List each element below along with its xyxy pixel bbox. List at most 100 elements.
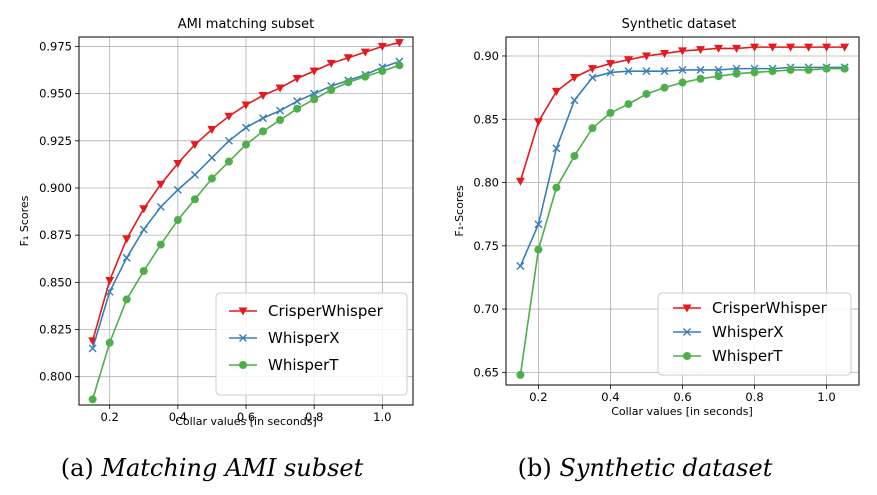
point-whispert bbox=[606, 108, 615, 117]
point-whisperx bbox=[276, 106, 285, 115]
point-whispert bbox=[173, 216, 182, 225]
xlabel-ami: Collar values [in seconds] bbox=[175, 415, 317, 428]
point-whispert bbox=[786, 65, 795, 74]
point-crisperwhisper bbox=[605, 60, 615, 69]
point-crisperwhisper bbox=[377, 42, 387, 51]
xlabel-synthetic: Collar values [in seconds] bbox=[611, 405, 753, 418]
y-tick-label: 0.75 bbox=[473, 239, 499, 253]
x-tick-label: 0.8 bbox=[745, 390, 763, 404]
point-whisperx bbox=[642, 67, 651, 76]
point-crisperwhisper bbox=[587, 65, 597, 74]
y-tick-label: 0.875 bbox=[39, 228, 72, 242]
point-crisperwhisper bbox=[190, 141, 200, 150]
point-crisperwhisper bbox=[207, 125, 217, 134]
point-whisperx bbox=[88, 344, 97, 353]
point-whisperx bbox=[570, 96, 579, 105]
ylabel-synthetic: F₁-Scores bbox=[453, 185, 466, 237]
point-whisperx bbox=[516, 262, 525, 271]
y-tick-label: 0.80 bbox=[473, 176, 499, 190]
y-tick-label: 0.65 bbox=[473, 365, 499, 379]
point-whispert bbox=[732, 69, 741, 78]
point-crisperwhisper bbox=[768, 43, 778, 52]
point-crisperwhisper bbox=[714, 44, 724, 53]
point-whispert bbox=[570, 151, 579, 160]
caption-text: Synthetic dataset bbox=[559, 454, 772, 482]
title-synthetic: Synthetic dataset bbox=[622, 17, 737, 32]
point-whispert bbox=[378, 66, 387, 75]
legend-label-whisperx: WhisperX bbox=[712, 323, 784, 341]
title-ami: AMI matching subset bbox=[178, 17, 315, 32]
point-whispert bbox=[534, 245, 543, 254]
y-tick-label: 0.800 bbox=[39, 370, 72, 384]
point-whispert bbox=[293, 104, 302, 113]
point-crisperwhisper bbox=[659, 49, 669, 58]
y-tick-label: 0.850 bbox=[39, 275, 72, 289]
point-whispert bbox=[696, 74, 705, 83]
x-tick-label: 1.0 bbox=[373, 410, 391, 424]
ticks-ami: 0.2 0.4 0.6 0.8 1.0 0.800 0.825 0.850 0.875 0.900… bbox=[39, 39, 391, 424]
point-crisperwhisper bbox=[275, 84, 285, 93]
point-whispert bbox=[624, 100, 633, 109]
legend-box-ami bbox=[215, 292, 408, 396]
legend-marker-whisperx bbox=[683, 328, 691, 336]
point-crisperwhisper bbox=[394, 39, 404, 48]
point-whispert bbox=[588, 124, 597, 133]
point-crisperwhisper bbox=[641, 52, 651, 61]
point-whisperx bbox=[207, 153, 216, 162]
y-tick-label: 0.925 bbox=[39, 134, 72, 148]
point-crisperwhisper bbox=[122, 235, 132, 244]
point-crisperwhisper bbox=[241, 101, 251, 110]
point-crisperwhisper bbox=[360, 48, 370, 57]
point-whispert bbox=[327, 85, 336, 94]
point-whispert bbox=[122, 295, 131, 304]
y-tick-label: 0.975 bbox=[39, 39, 72, 53]
point-whisperx bbox=[156, 202, 165, 211]
point-whispert bbox=[242, 140, 250, 149]
point-whisperx bbox=[190, 170, 199, 179]
legend-label-whispert: WhisperT bbox=[712, 347, 783, 365]
point-whispert bbox=[310, 95, 319, 104]
x-tick-label: 0.6 bbox=[237, 410, 255, 424]
point-whispert bbox=[804, 65, 813, 74]
point-crisperwhisper bbox=[696, 46, 706, 55]
point-whisperx bbox=[552, 144, 561, 153]
point-crisperwhisper bbox=[840, 43, 850, 52]
lines-ami bbox=[88, 39, 404, 404]
ticks-synthetic: 0.2 0.4 0.6 0.8 1.0 0.65 0.70 0.75 0.80 0.85 0.90 bbox=[473, 49, 835, 404]
x-tick-label: 0.2 bbox=[101, 410, 119, 424]
point-whispert bbox=[224, 157, 233, 166]
point-whisperx bbox=[139, 225, 148, 234]
axes-frame-ami bbox=[78, 36, 414, 406]
legend-box-synthetic bbox=[657, 292, 852, 376]
panel-ami: AMI matching subset 0.2 0.4 0.6 0.8 1.0 0.800… bbox=[18, 17, 414, 428]
x-tick-label: 0.4 bbox=[169, 410, 187, 424]
y-tick-label: 0.90 bbox=[473, 49, 499, 63]
caption-ami: (a) Matching AMI subset bbox=[61, 454, 364, 482]
x-tick-label: 0.6 bbox=[673, 390, 691, 404]
point-whispert bbox=[750, 68, 759, 77]
point-crisperwhisper bbox=[822, 43, 832, 52]
point-crisperwhisper bbox=[551, 87, 561, 96]
x-tick-label: 0.8 bbox=[305, 410, 323, 424]
point-whisperx bbox=[534, 220, 543, 229]
point-whispert bbox=[840, 64, 849, 73]
point-whispert bbox=[714, 72, 723, 81]
point-whispert bbox=[276, 116, 285, 125]
point-whispert bbox=[105, 338, 114, 347]
point-whisperx bbox=[259, 114, 268, 123]
point-whisperx bbox=[678, 65, 687, 74]
point-whisperx bbox=[122, 253, 131, 262]
point-whispert bbox=[139, 267, 148, 276]
legend-ami: CrisperWhisper WhisperX WhisperT bbox=[215, 292, 408, 396]
legend-marker-whisperx bbox=[239, 334, 247, 342]
point-crisperwhisper bbox=[343, 54, 353, 63]
point-crisperwhisper bbox=[326, 59, 336, 68]
point-whisperx bbox=[105, 287, 114, 296]
ylabel-ami: F₁ Scores bbox=[18, 195, 31, 246]
point-whispert bbox=[156, 240, 165, 249]
point-whispert bbox=[190, 195, 199, 204]
panel-synthetic: Synthetic dataset 0.2 0.4 0.6 0.8 1.0 0.65 0.7… bbox=[453, 17, 860, 418]
point-crisperwhisper bbox=[786, 43, 796, 52]
point-crisperwhisper bbox=[156, 180, 166, 189]
